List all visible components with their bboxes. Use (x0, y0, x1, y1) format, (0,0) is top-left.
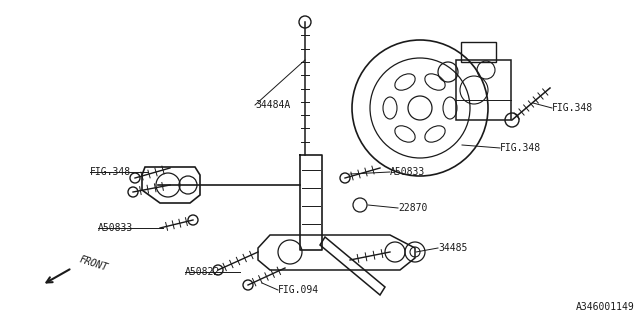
Text: A50833: A50833 (390, 167, 425, 177)
Text: A50833: A50833 (98, 223, 133, 233)
Text: FIG.348: FIG.348 (90, 167, 131, 177)
Text: FIG.094: FIG.094 (278, 285, 319, 295)
Text: 34485: 34485 (438, 243, 467, 253)
Text: A50822: A50822 (185, 267, 220, 277)
Text: A346001149: A346001149 (576, 302, 635, 312)
Text: FIG.348: FIG.348 (552, 103, 593, 113)
Text: 22870: 22870 (398, 203, 428, 213)
Text: 34484A: 34484A (255, 100, 291, 110)
Text: FRONT: FRONT (78, 255, 109, 273)
Text: FIG.348: FIG.348 (500, 143, 541, 153)
